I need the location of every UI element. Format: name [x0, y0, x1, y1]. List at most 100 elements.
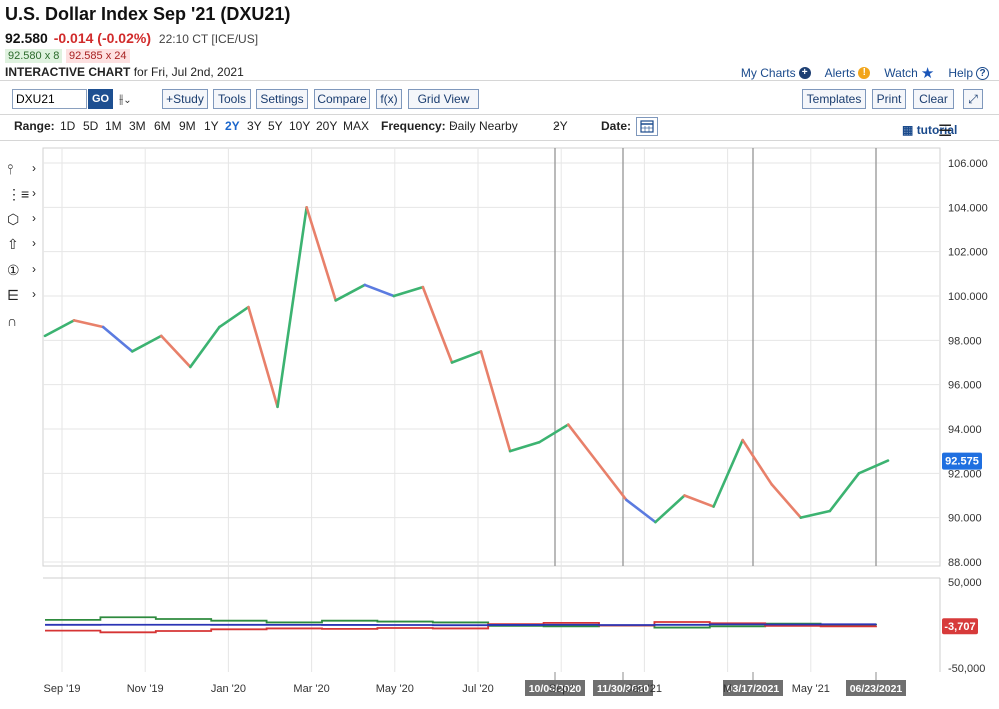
- chevron-right-icon: ›: [32, 186, 36, 200]
- x-tick-label: Jul '20: [462, 683, 493, 695]
- help-link[interactable]: Help ?: [948, 66, 989, 80]
- alerts-label: Alerts: [824, 66, 856, 80]
- calendar-button[interactable]: [636, 117, 658, 136]
- star-icon: ★: [920, 65, 935, 82]
- price-segment: [218, 305, 250, 329]
- range-5y[interactable]: 5Y: [268, 119, 283, 133]
- templates-button[interactable]: Templates: [802, 89, 866, 109]
- y-tick-label: 100.000: [948, 291, 988, 303]
- bar-type-icon[interactable]: ⫲⌄: [119, 91, 132, 106]
- x-tick-label: Sep '19: [44, 683, 81, 695]
- large-specs-line: [45, 621, 877, 634]
- price-segment: [799, 509, 832, 519]
- x-tick-label: M: [723, 683, 732, 695]
- event-marker-date: 06/23/2021: [850, 683, 903, 695]
- last-price-label: 92.575: [945, 456, 979, 468]
- chevron-down-icon: ⌄: [123, 95, 132, 106]
- price-segment: [479, 350, 512, 453]
- price-segment: [101, 325, 134, 353]
- range-3m[interactable]: 3M: [129, 119, 146, 133]
- range-10y[interactable]: 10Y: [289, 119, 311, 133]
- help-label: Help: [948, 66, 973, 80]
- price-segment: [741, 438, 774, 486]
- print-button[interactable]: Print: [872, 89, 906, 109]
- chevron-right-icon: ›: [32, 236, 36, 250]
- y-tick-label: 106.000: [948, 158, 988, 170]
- small-traders-line: [45, 623, 877, 627]
- tutorial-link[interactable]: ▦ tutorial: [902, 123, 957, 137]
- alerts-link[interactable]: Alerts !: [825, 66, 871, 80]
- settings-button[interactable]: Settings: [256, 89, 308, 109]
- y-tick-label: 88.000: [948, 557, 982, 569]
- range-2y[interactable]: 2Y: [225, 119, 240, 133]
- grid-view-button[interactable]: Grid View: [408, 89, 479, 109]
- quote-time: 22:10 CT [ICE/US]: [158, 32, 259, 46]
- magnet-icon: ∩: [7, 313, 18, 329]
- quote-line: 92.580 -0.014 (-0.02%) 22:10 CT [ICE/US]: [5, 30, 258, 46]
- range-max[interactable]: MAX: [343, 119, 370, 133]
- tutorial-label: tutorial: [916, 123, 958, 137]
- cot-y-tick: -50,000: [948, 663, 985, 675]
- range-1y[interactable]: 1Y: [204, 119, 219, 133]
- range-20y[interactable]: 20Y: [316, 119, 338, 133]
- shapes-tool[interactable]: ⬡ ›: [7, 211, 39, 231]
- last-price-badge: [942, 452, 982, 470]
- period-value: 2Y: [553, 119, 568, 133]
- fibonacci-icon: ⋿: [7, 287, 20, 303]
- event-marker-badge: [593, 680, 653, 696]
- compare-button[interactable]: Compare: [314, 89, 370, 109]
- crosshair-tool[interactable]: ⫯ ›: [7, 161, 39, 181]
- event-marker-badge: [846, 680, 906, 696]
- chart-toolbar: GO ⫲⌄ +Study Tools Settings Compare f(x)…: [12, 89, 987, 111]
- top-links: My Charts + Alerts ! Watch ★ Help ?: [741, 64, 989, 82]
- fibonacci-tool[interactable]: ⋿ ›: [7, 287, 39, 307]
- page-title: U.S. Dollar Index Sep '21 (DXU21): [5, 4, 291, 24]
- price-segment: [305, 206, 337, 302]
- my-charts-link[interactable]: My Charts +: [741, 66, 811, 80]
- y-tick-label: 98.000: [948, 335, 982, 347]
- event-marker-date: 10/06/2020: [529, 683, 582, 695]
- arrows-tool[interactable]: ⇧ ›: [7, 236, 39, 256]
- price-segment: [450, 350, 483, 364]
- price-segment: [828, 472, 861, 513]
- price-segment: [508, 440, 541, 453]
- x-tick-label: May '20: [376, 683, 414, 695]
- lines-tool[interactable]: ⋮≡ ›: [7, 186, 39, 206]
- study-button[interactable]: +Study: [162, 89, 208, 109]
- ask-badge: 92.585 x 24: [66, 49, 130, 63]
- tools-button[interactable]: Tools: [213, 89, 251, 109]
- range-6m[interactable]: 6M: [154, 119, 171, 133]
- crosshair-icon: ⫯: [7, 161, 14, 177]
- y-tick-label: 104.000: [948, 202, 988, 214]
- numbered-marker-icon: ①: [7, 262, 20, 278]
- x-tick-label: Jan '21: [627, 683, 662, 695]
- clear-button[interactable]: Clear: [913, 89, 954, 109]
- watch-link[interactable]: Watch ★: [884, 64, 934, 82]
- magnet-tool[interactable]: ∩: [7, 313, 39, 333]
- range-9m[interactable]: 9M: [179, 119, 196, 133]
- price-change: -0.014 (-0.02%): [53, 30, 151, 46]
- cot-value-badge: [942, 618, 978, 635]
- price-segment: [363, 283, 396, 298]
- my-charts-label: My Charts: [740, 66, 796, 80]
- range-1d[interactable]: 1D: [60, 119, 76, 133]
- chart-date: for Fri, Jul 2nd, 2021: [133, 65, 244, 79]
- go-button[interactable]: GO: [88, 89, 113, 109]
- price-segment: [159, 334, 192, 369]
- shapes-icon: ⬡: [7, 211, 20, 227]
- price-segment: [392, 285, 425, 298]
- symbol-input[interactable]: [12, 89, 87, 109]
- function-button[interactable]: f(x): [376, 89, 402, 109]
- expand-button[interactable]: ⤢: [963, 89, 983, 109]
- range-1m[interactable]: 1M: [105, 119, 122, 133]
- range-3y[interactable]: 3Y: [247, 119, 262, 133]
- range-5d[interactable]: 5D: [83, 119, 99, 133]
- price-segment: [421, 285, 454, 364]
- y-tick-label: 90.000: [948, 513, 982, 525]
- menu-icon[interactable]: ☰: [938, 123, 953, 140]
- price-segment: [247, 305, 279, 409]
- frequency-label: Frequency:: [381, 119, 446, 133]
- event-marker-date: 03/17/2021: [727, 683, 780, 695]
- annotation-tool[interactable]: ① ›: [7, 262, 39, 282]
